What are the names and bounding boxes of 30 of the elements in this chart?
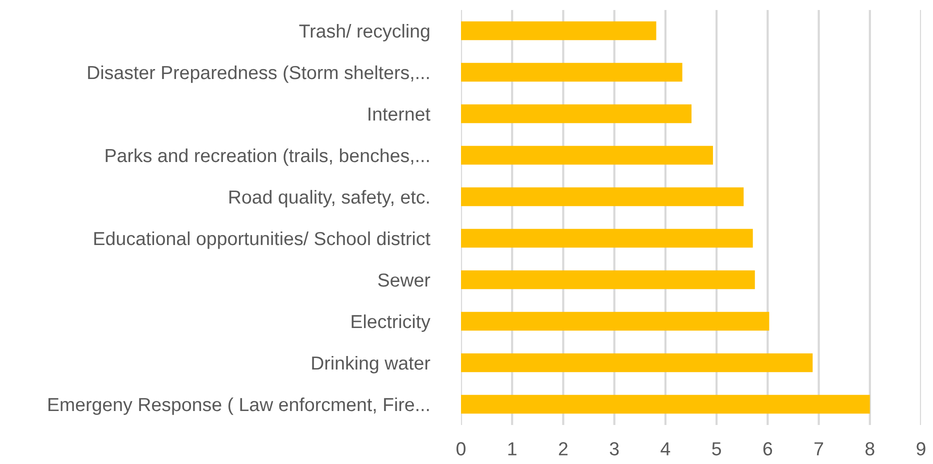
- y-tick-label: Road quality, safety, etc.: [229, 190, 429, 208]
- bar: [461, 394, 870, 414]
- y-tick-label: Internet: [368, 108, 430, 121]
- x-tick-label: 2: [558, 442, 568, 456]
- x-tick-label: 0: [456, 442, 466, 456]
- x-tick-label: 8: [865, 442, 874, 456]
- y-tick-label: Trash/ recycling: [299, 24, 430, 42]
- y-tick-label: Sewer: [378, 273, 430, 287]
- bar: [461, 228, 753, 248]
- y-tick-label: Parks and recreation (trails, benches,...: [106, 148, 429, 166]
- x-tick-label: 6: [763, 442, 772, 456]
- bar: [461, 312, 770, 331]
- y-tick-label: Educational opportunities/ School district: [94, 231, 430, 249]
- x-tick-label: 1: [508, 442, 516, 456]
- bar: [461, 270, 755, 290]
- bar: [461, 187, 744, 206]
- y-tick-label: Drinking water: [312, 356, 430, 374]
- y-tick-label: Disaster Preparedness (Storm shelters,...: [88, 65, 429, 83]
- bar: [461, 21, 656, 40]
- x-tick-label: 9: [916, 442, 926, 456]
- bar: [461, 104, 692, 124]
- x-tick-label: 3: [610, 442, 619, 456]
- bar: [461, 62, 682, 82]
- x-tick-label: 7: [814, 442, 824, 456]
- bar: [461, 353, 813, 372]
- y-tick-label: Emergeny Response ( Law enforcment, Fire...: [48, 397, 429, 415]
- bar: [461, 146, 713, 165]
- x-tick-label: 5: [712, 442, 721, 456]
- y-tick-label: Electricity: [352, 314, 430, 332]
- x-tick-label: 4: [660, 442, 670, 456]
